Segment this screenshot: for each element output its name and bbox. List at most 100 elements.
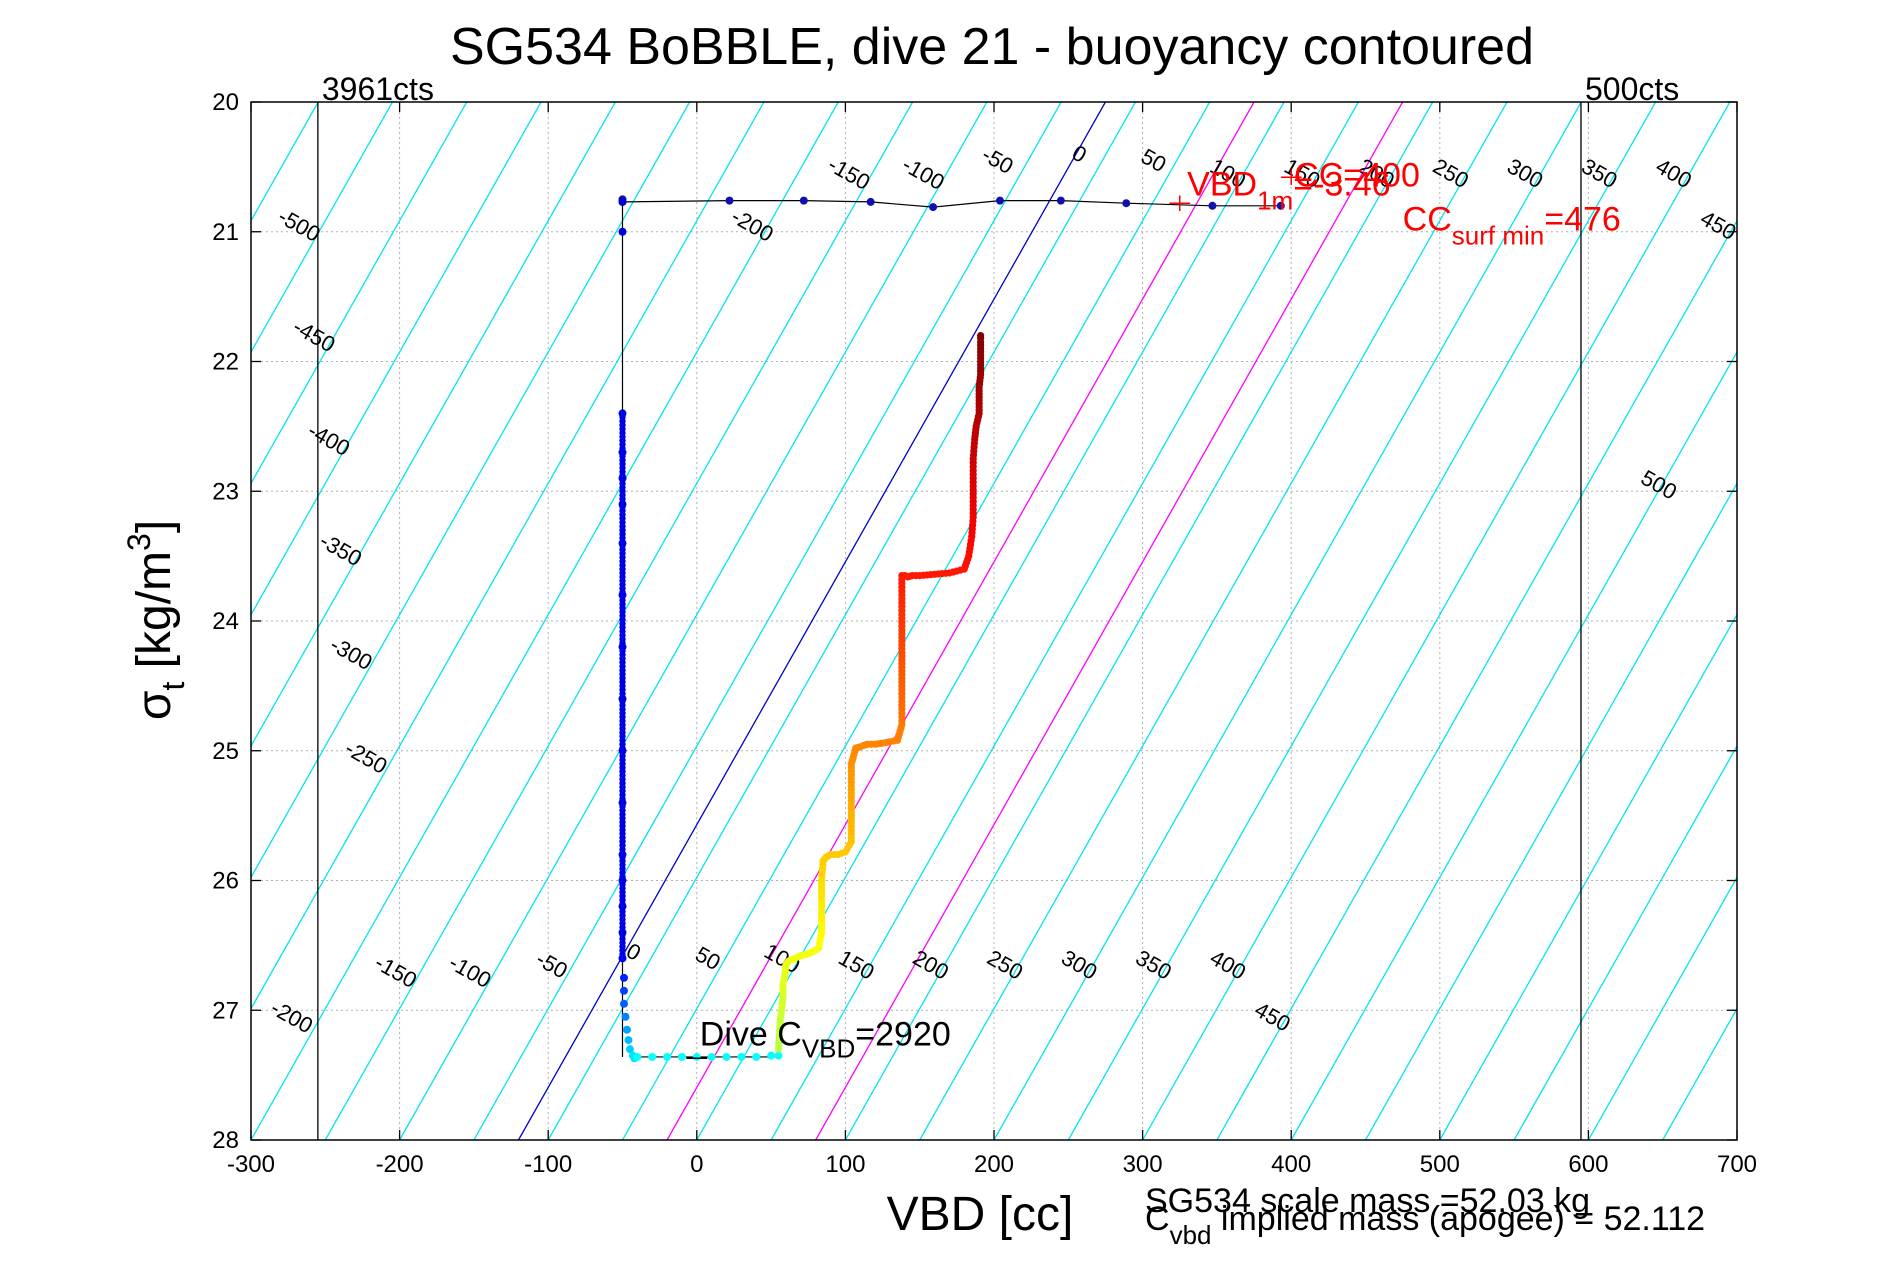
contour-label: 300 bbox=[1057, 945, 1101, 985]
x-tick-label: 100 bbox=[825, 1151, 865, 1178]
y-tick-label: 26 bbox=[212, 868, 239, 895]
contour-line bbox=[0, 102, 95, 1140]
contour-label: 250 bbox=[983, 945, 1027, 985]
y-axis-label-unit: [kg/m bbox=[128, 551, 181, 682]
contour-label: 350 bbox=[1132, 945, 1176, 985]
surface-point bbox=[800, 197, 808, 205]
contour-label: -100 bbox=[898, 152, 949, 195]
contour-line bbox=[845, 102, 1432, 1140]
contour-label: 350 bbox=[1577, 153, 1621, 193]
surface-point bbox=[867, 198, 875, 206]
surface-point bbox=[929, 203, 937, 211]
bottom-point bbox=[663, 1053, 671, 1061]
contour-line bbox=[1366, 102, 1891, 1140]
bottom-point bbox=[693, 1053, 701, 1061]
bottom-point bbox=[633, 1053, 641, 1061]
ascent-point bbox=[977, 332, 984, 339]
contour-label: 0 bbox=[1068, 140, 1091, 168]
contour-label: -250 bbox=[341, 735, 392, 778]
contour-label: -350 bbox=[316, 528, 367, 571]
bottom-point bbox=[752, 1053, 760, 1061]
cc-label: CC=400 bbox=[1294, 156, 1420, 194]
y-tick-label: 28 bbox=[212, 1127, 239, 1154]
surface-point bbox=[1122, 199, 1130, 207]
contour-line bbox=[251, 102, 838, 1140]
descent-point bbox=[624, 1036, 632, 1044]
descent-point bbox=[619, 951, 625, 957]
descent-point bbox=[620, 1000, 628, 1008]
descent-point bbox=[619, 198, 627, 206]
contour-label: -50 bbox=[978, 142, 1018, 179]
contour-line bbox=[1737, 102, 1891, 1140]
contour-label: -100 bbox=[445, 950, 496, 993]
y-axis-label-sub: t bbox=[155, 682, 191, 691]
contour-label: 150 bbox=[834, 945, 878, 985]
contour-label: -150 bbox=[371, 950, 422, 993]
x-tick-label: 0 bbox=[690, 1151, 703, 1178]
contour-label: 500 bbox=[1637, 465, 1681, 505]
contour-line bbox=[0, 102, 541, 1140]
y-axis-label-sup: 3 bbox=[121, 533, 157, 551]
contour-line bbox=[0, 102, 21, 1140]
surface-point bbox=[725, 197, 733, 205]
contour-line bbox=[1811, 102, 1891, 1140]
y-axis-label: σt [kg/m3] bbox=[121, 520, 191, 720]
bottom-point bbox=[723, 1053, 731, 1061]
dive-data bbox=[619, 195, 1285, 1062]
implied-mass-label: Cvbd implied mass (apogee) = 52.112 bbox=[1145, 1200, 1705, 1250]
surface-point bbox=[1057, 197, 1065, 205]
contour-label: 200 bbox=[909, 945, 953, 985]
x-tick-label: 700 bbox=[1717, 1151, 1757, 1178]
bottom-point bbox=[737, 1053, 745, 1061]
dive-cvbd-label: Dive CVBD=2920 bbox=[700, 1015, 951, 1063]
x-tick-label: -100 bbox=[524, 1151, 572, 1178]
x-tick-label: 200 bbox=[974, 1151, 1014, 1178]
contour-label: -150 bbox=[824, 152, 875, 195]
y-tick-label: 22 bbox=[212, 349, 239, 376]
contour-label: -200 bbox=[727, 203, 778, 246]
contour-line bbox=[1588, 102, 1891, 1140]
descent-point bbox=[623, 1026, 631, 1034]
x-axis-label: VBD [cc] bbox=[887, 1188, 1074, 1241]
bottom-point bbox=[678, 1053, 686, 1061]
contour-line bbox=[1886, 102, 1891, 1140]
contour-label: 400 bbox=[1206, 945, 1250, 985]
contour-label: -200 bbox=[267, 995, 318, 1038]
x-tick-label: 500 bbox=[1420, 1151, 1460, 1178]
descent-point bbox=[620, 974, 628, 982]
y-axis-label-symbol: σ bbox=[128, 691, 181, 721]
contour-label: 50 bbox=[691, 941, 725, 975]
contour-label: 50 bbox=[1137, 143, 1171, 177]
bottom-point bbox=[648, 1053, 656, 1061]
contour-line bbox=[0, 102, 244, 1140]
bottom-point bbox=[708, 1053, 716, 1061]
y-tick-label: 21 bbox=[212, 219, 239, 246]
contour-label: 250 bbox=[1429, 153, 1473, 193]
x-tick-label: 600 bbox=[1568, 1151, 1608, 1178]
surface-point bbox=[996, 197, 1004, 205]
x-tick-label: -200 bbox=[376, 1151, 424, 1178]
contour-label: -500 bbox=[274, 203, 325, 246]
contour-label: -450 bbox=[289, 314, 340, 357]
descent-point bbox=[621, 1013, 629, 1021]
contour-label: 300 bbox=[1503, 153, 1547, 193]
contour-label: 400 bbox=[1652, 153, 1696, 193]
y-tick-label: 27 bbox=[212, 997, 239, 1024]
x-tick-label: -300 bbox=[227, 1151, 275, 1178]
y-tick-label: 24 bbox=[212, 608, 239, 635]
chart-title: SG534 BoBBLE, dive 21 - buoyancy contour… bbox=[450, 18, 1534, 76]
y-axis-label-close: ] bbox=[128, 520, 181, 533]
x-tick-label: 300 bbox=[1123, 1151, 1163, 1178]
contour-line bbox=[771, 102, 1358, 1140]
contour-label: 450 bbox=[1696, 205, 1740, 245]
y-tick-label: 25 bbox=[212, 738, 239, 765]
y-tick-label: 20 bbox=[212, 89, 239, 116]
count-limit-label: 500cts bbox=[1585, 71, 1679, 107]
descent-point bbox=[619, 228, 627, 236]
x-tick-label: 400 bbox=[1271, 1151, 1311, 1178]
contour-line bbox=[0, 102, 392, 1140]
contour-line bbox=[1291, 102, 1878, 1140]
